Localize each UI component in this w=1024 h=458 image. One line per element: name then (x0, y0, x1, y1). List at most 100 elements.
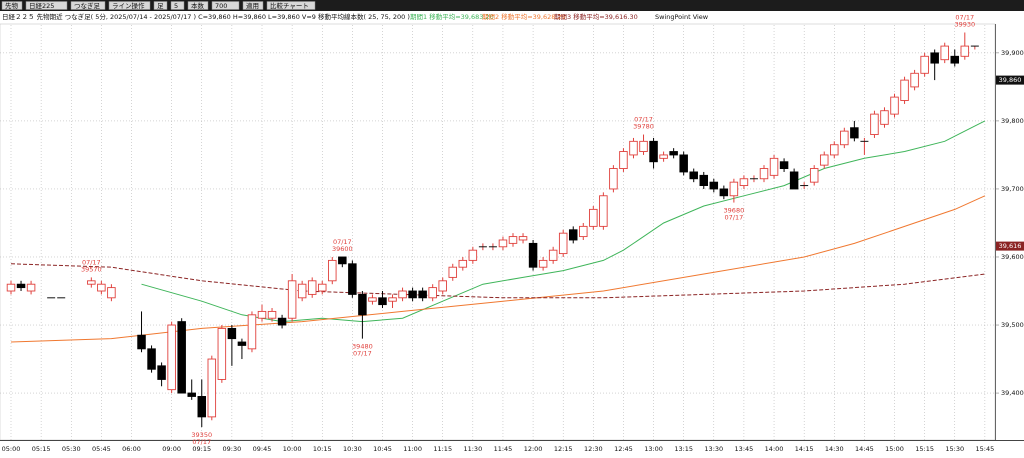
toolbar-label[interactable]: 本数 (191, 1, 205, 10)
x-tick-label: 15:00 (885, 445, 904, 453)
moving-average (141, 120, 986, 323)
candle-body (920, 55, 929, 74)
x-tick-label: 10:30 (343, 445, 362, 453)
toolbar-label[interactable]: 先物 (5, 1, 19, 10)
y-tick-label: 39,400 (1001, 389, 1024, 397)
candle-body (398, 290, 407, 299)
candle-body (629, 140, 638, 156)
candle-body (458, 259, 468, 268)
toolbar-control[interactable] (153, 1, 168, 10)
toolbar-control[interactable] (170, 1, 185, 10)
swing-price: 39600 (332, 245, 353, 253)
candle-body (177, 321, 186, 394)
x-tick-label: 14:30 (825, 445, 844, 453)
x-tick-label: 10:15 (313, 445, 332, 453)
x-tick-label: 13:45 (735, 445, 754, 453)
candle-body (217, 327, 227, 380)
candle-body (26, 283, 36, 292)
x-tick-label: 05:00 (2, 445, 21, 453)
x-tick-label: 09:45 (253, 445, 272, 453)
candle-body (890, 96, 899, 115)
candle-body (358, 293, 367, 316)
x-tick-label: 15:45 (976, 445, 995, 453)
candle-body (669, 151, 678, 156)
candle-body (227, 327, 237, 340)
candle-body (930, 52, 939, 64)
candle-body (689, 171, 698, 180)
toolbar-control[interactable] (70, 1, 106, 10)
candle-body (538, 259, 548, 268)
candle-body (468, 249, 478, 261)
candle-body (850, 127, 859, 139)
candle-body (6, 283, 16, 292)
candle-body (187, 392, 196, 397)
candle-body (568, 229, 578, 241)
candle-body (147, 348, 156, 370)
candle-body (297, 283, 307, 299)
toolbar-label[interactable]: 日経225 (29, 1, 54, 10)
swing-price: 39680 (724, 207, 745, 215)
toolbar-control[interactable] (266, 1, 316, 10)
toolbar-label[interactable]: ライン操作 (112, 1, 145, 10)
x-tick-label: 13:30 (704, 445, 723, 453)
x-tick-label: 10:45 (373, 445, 392, 453)
toolbar-control[interactable] (187, 1, 209, 10)
candle-body (759, 168, 769, 180)
candle-body (408, 290, 417, 299)
x-tick-label: 12:30 (584, 445, 603, 453)
moving-average (10, 195, 986, 343)
toolbar-label[interactable]: つなぎ足 (74, 1, 101, 10)
x-tick-label: 11:15 (433, 445, 452, 453)
toolbar-label[interactable]: 700 (215, 2, 227, 10)
toolbar-items: 先物 日経225 つなぎ足 ライン操作 足 5 本数 700 適用 比較チャート (1, 1, 316, 10)
x-tick-label: 15:15 (915, 445, 934, 453)
toolbar-control[interactable] (1, 1, 23, 10)
candle-body (438, 280, 447, 292)
x-tick-label: 09:15 (192, 445, 211, 453)
candle-body (348, 263, 357, 295)
candle-body (157, 365, 166, 380)
candle-body (277, 317, 287, 326)
toolbar-label[interactable]: 足 (157, 2, 164, 10)
toolbar-label[interactable]: 比較チャート (270, 1, 309, 10)
x-tick-label: 12:00 (524, 445, 543, 453)
price-tag (996, 75, 1024, 85)
y-tick-label: 39,700 (1001, 185, 1024, 193)
candle-body (167, 324, 176, 391)
toolbar-label[interactable]: 適用 (246, 1, 259, 10)
candle-body (840, 130, 849, 146)
y-tick-label: 39,800 (1001, 117, 1024, 125)
swing-date: 07/17 (192, 438, 211, 446)
toolbar-control[interactable] (25, 1, 68, 10)
x-tick-label: 11:30 (463, 445, 482, 453)
toolbar-control[interactable] (108, 1, 151, 10)
x-tick-label: 15:30 (945, 445, 964, 453)
price-tag (996, 241, 1024, 251)
swing-date: 07/17 (725, 214, 744, 222)
candle-body (287, 280, 297, 319)
x-tick-label: 09:30 (223, 445, 242, 453)
candle-body (307, 280, 317, 295)
candle-body (97, 283, 106, 292)
legend-entry: 期間2 移動平均=39,628.29 (482, 12, 566, 21)
candle-body (619, 151, 628, 169)
toolbar-control[interactable] (242, 1, 264, 10)
toolbar-control[interactable] (211, 1, 240, 10)
legend-entry: 期間3 移動平均=39,616.30 (554, 12, 638, 21)
candle-body (328, 259, 337, 282)
candle-body (388, 297, 397, 302)
view-label: SwingPoint View (655, 13, 709, 21)
candle-body (789, 171, 799, 190)
candle-body (267, 310, 277, 319)
legend-entry: 期間1 移動平均=39,683.20 (410, 12, 494, 21)
candle-body (900, 79, 909, 101)
candle-body (639, 140, 648, 152)
candle-body (819, 154, 829, 166)
toolbar-label[interactable]: 5 (174, 2, 178, 10)
candle-body (609, 168, 618, 190)
candle-body (107, 287, 116, 299)
candle-body (599, 195, 608, 227)
subtitle: 移動平均線本数( 25, 75, 200 ) (318, 12, 410, 21)
x-tick-label: 13:15 (674, 445, 693, 453)
price-tag-label: 39,860 (999, 76, 1022, 84)
